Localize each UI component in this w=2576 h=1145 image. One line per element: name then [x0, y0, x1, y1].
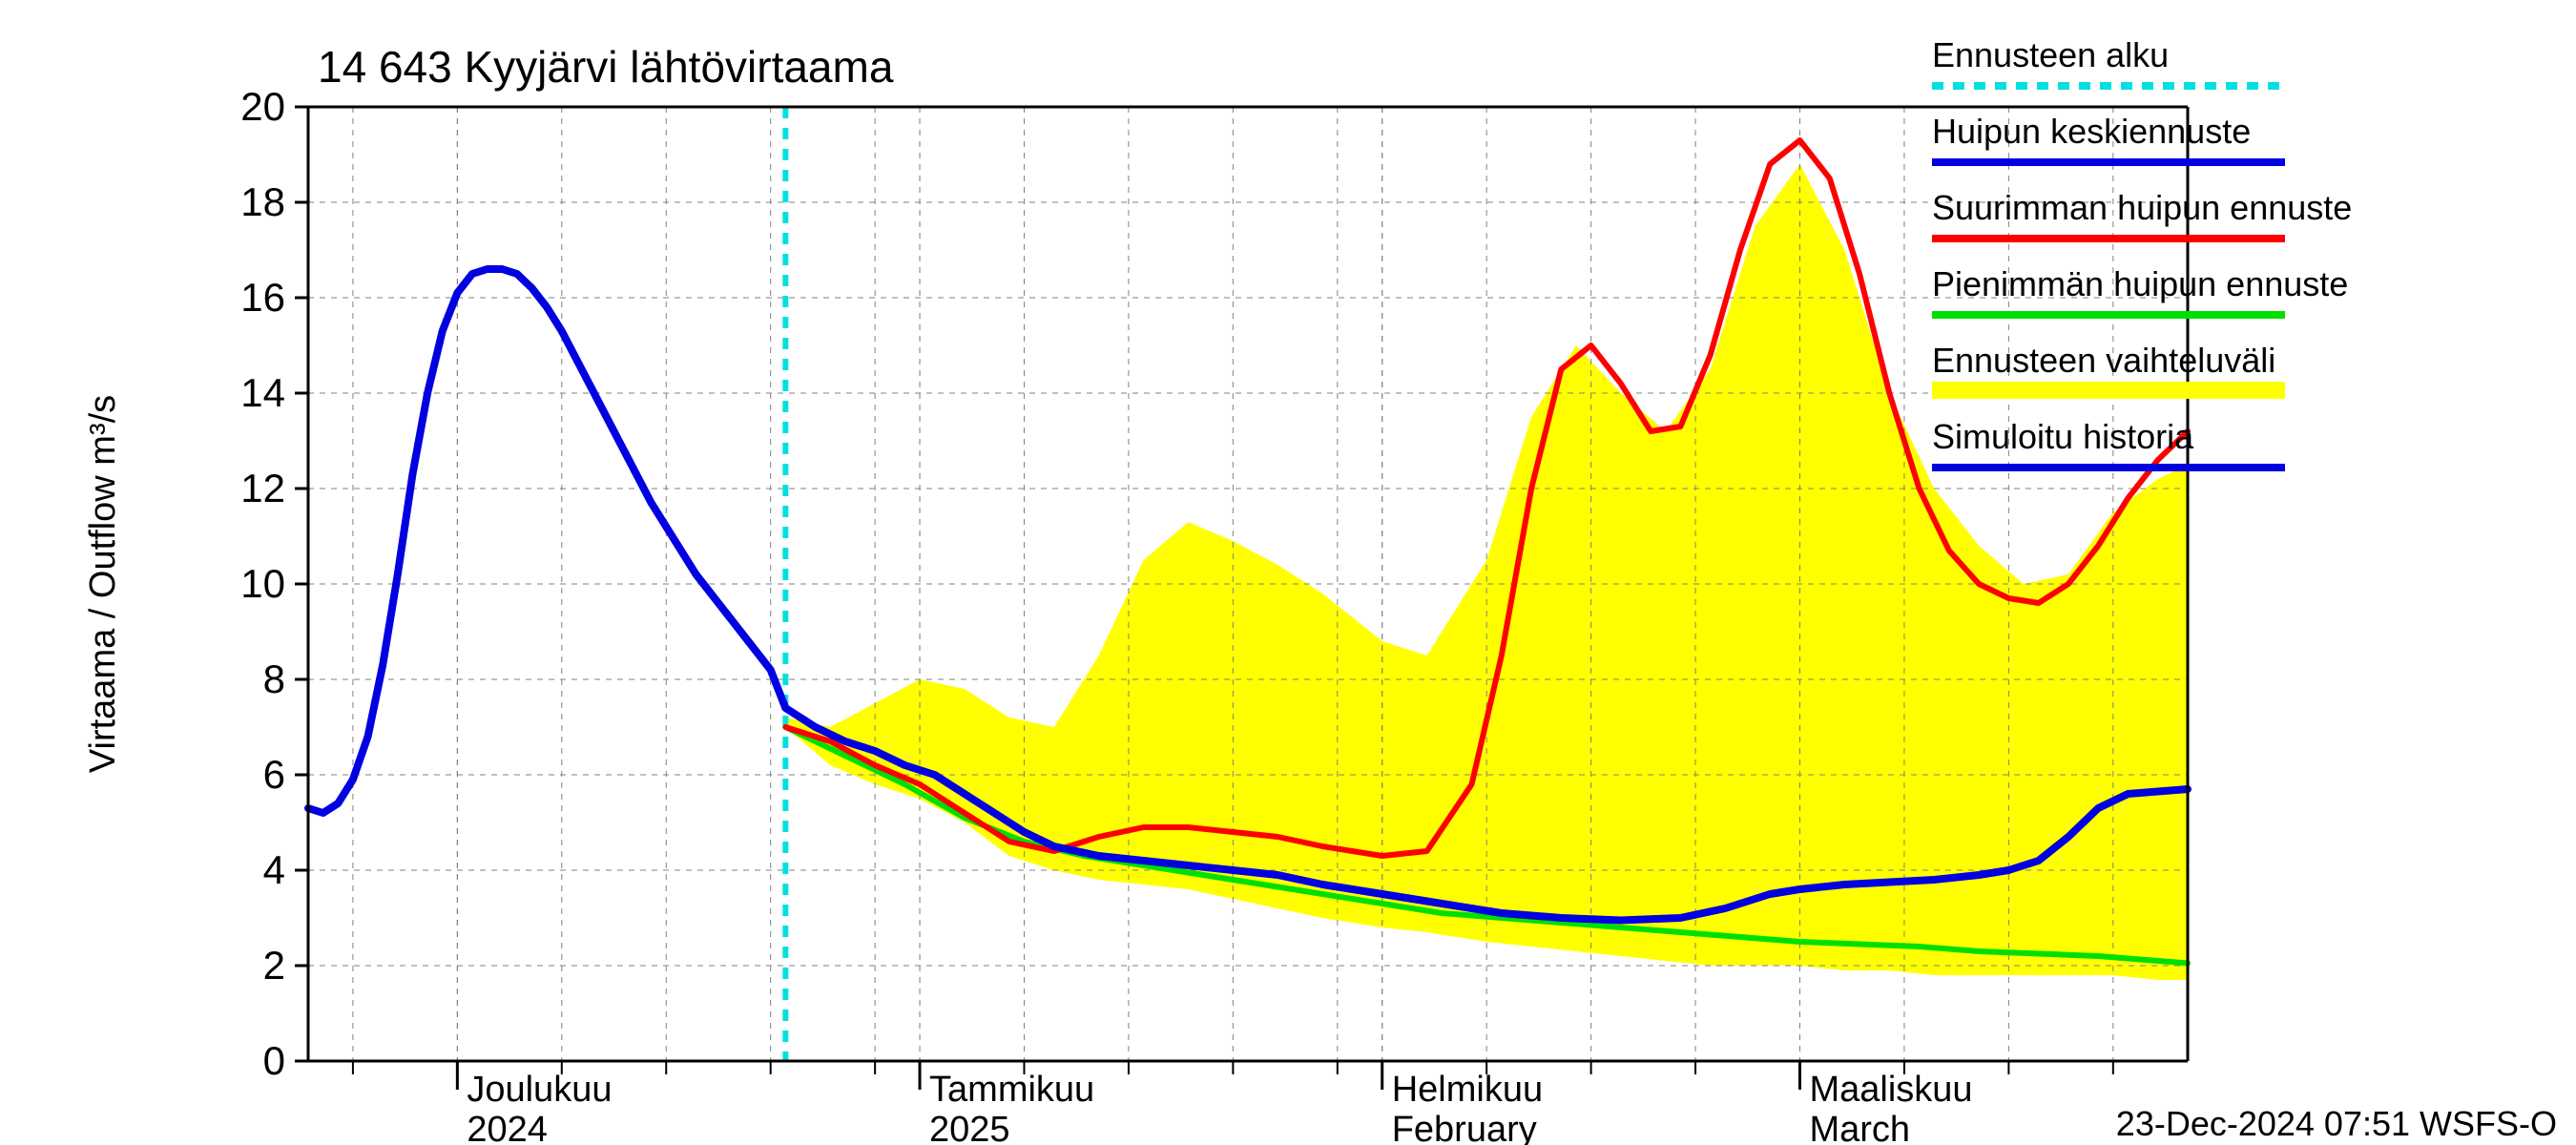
x-month-label-1: Helmikuu [1392, 1070, 1543, 1110]
x-month-label-2: 2024 [467, 1110, 548, 1145]
x-month-label-2: March [1809, 1110, 1910, 1145]
legend-label: Suurimman huipun ennuste [1932, 188, 2352, 227]
legend-label: Pienimmän huipun ennuste [1932, 264, 2348, 303]
y-tick-label: 20 [240, 84, 285, 129]
y-tick-label: 2 [263, 943, 285, 988]
x-month-label-2: 2025 [929, 1110, 1010, 1145]
y-tick-label: 14 [240, 370, 285, 415]
y-axis-label: Virtaama / Outflow m³/s [83, 395, 123, 773]
legend-label: Huipun keskiennuste [1932, 112, 2251, 151]
chart-container: 0 2 4 6 8 10 12 14 16 18 20 Joulukuu2024 Tammikuu202… [0, 0, 2576, 1145]
y-tick-label: 18 [240, 179, 285, 224]
legend-label: Ennusteen vaihteluväli [1932, 341, 2275, 380]
legend-swatch [1932, 382, 2285, 399]
chart-footer: 23-Dec-2024 07:51 WSFS-O [2116, 1104, 2557, 1143]
y-tick-label: 10 [240, 561, 285, 606]
y-tick-label: 6 [263, 752, 285, 797]
x-month-label-1: Joulukuu [467, 1070, 612, 1110]
y-tick-label: 12 [240, 466, 285, 510]
chart-svg: 0 2 4 6 8 10 12 14 16 18 20 Joulukuu2024 Tammikuu202… [0, 0, 2576, 1145]
y-tick-label: 16 [240, 275, 285, 320]
x-month-label-1: Maaliskuu [1809, 1070, 1972, 1110]
y-tick-label: 4 [263, 847, 285, 892]
x-month-label-1: Tammikuu [929, 1070, 1094, 1110]
y-tick-label: 0 [263, 1038, 285, 1083]
y-tick-label: 8 [263, 656, 285, 701]
legend-label: Simuloitu historia [1932, 417, 2194, 456]
x-month-label-2: February [1392, 1110, 1537, 1145]
legend-label: Ennusteen alku [1932, 35, 2169, 74]
chart-title: 14 643 Kyyjärvi lähtövirtaama [318, 42, 894, 92]
